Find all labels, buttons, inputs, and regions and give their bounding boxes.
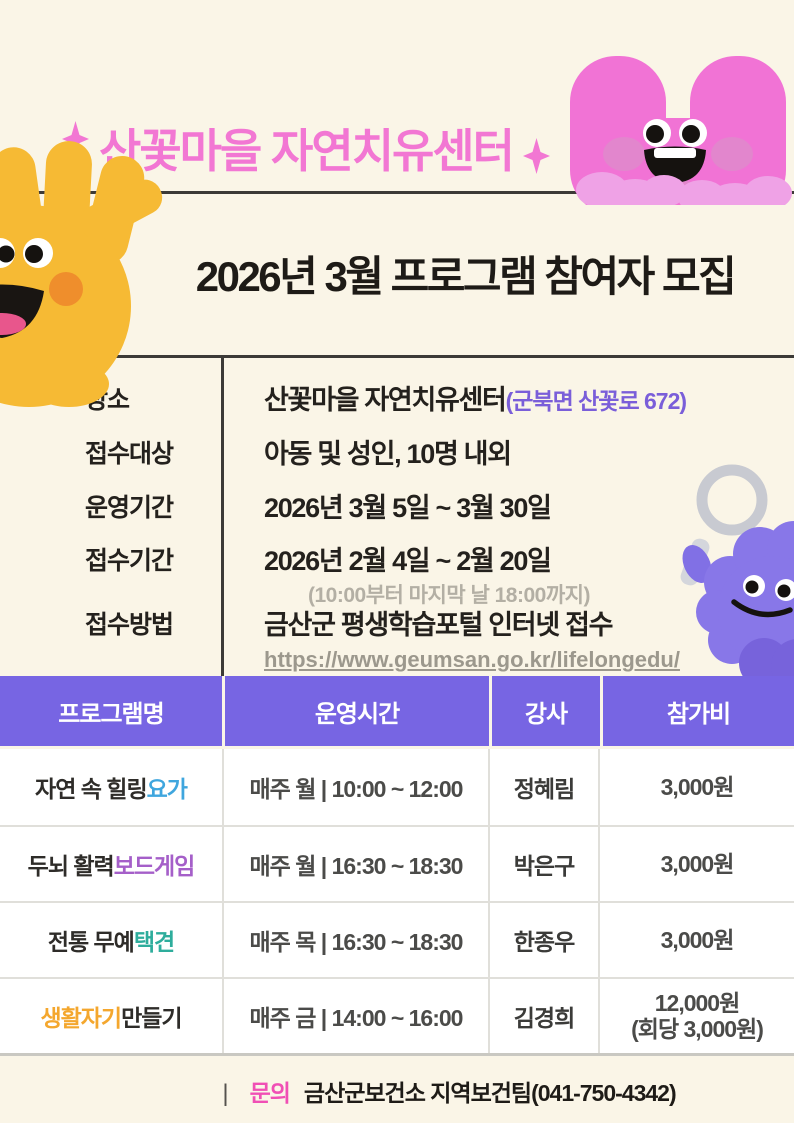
- program-highlight-word: 보드게임: [113, 853, 196, 879]
- registration-period-note: (10:00부터 마지막 날 18:00까지): [308, 584, 590, 607]
- registration-method-value: 금산군 평생학습포털 인터넷 접수: [264, 610, 613, 640]
- program-name-cell: 자연 속 힐링 요가: [0, 749, 224, 825]
- instructor-cell: 김경희: [490, 979, 600, 1053]
- table-header-fee: 참가비: [603, 676, 794, 746]
- registration-period-value: 2026년 2월 4일 ~ 2월 20일: [264, 546, 552, 576]
- sparkle-icon: [522, 138, 550, 174]
- program-name-cell: 전통 무예 택견: [0, 903, 224, 977]
- info-label-registration-method: 접수방법: [85, 611, 174, 639]
- instructor-cell: 박은구: [490, 827, 600, 901]
- info-label-operation-period: 운영기간: [85, 494, 174, 522]
- table-row-pottery: 생활자기 만들기 매주 금 | 14:00 ~ 16:00 김경희 12,000…: [0, 977, 794, 1053]
- program-highlight-word: 생활자기: [40, 1005, 122, 1031]
- program-name-cell: 두뇌 활력 보드게임: [0, 827, 224, 901]
- instructor-cell: 정혜림: [490, 749, 600, 825]
- time-cell: 매주 월 | 16:30 ~ 18:30: [224, 827, 490, 901]
- contact-divider-bar: |: [222, 1080, 228, 1107]
- table-body: 자연 속 힐링 요가 매주 월 | 10:00 ~ 12:00 정혜림 3,00…: [0, 749, 794, 1056]
- footer-contact: | 문의 금산군보건소 지역보건팀(041-750-4342): [0, 1074, 794, 1108]
- table-header-instructor: 강사: [492, 676, 600, 746]
- contact-label: 문의: [249, 1080, 291, 1106]
- main-title: 2026년 3월 프로그램 참여자 모집: [195, 253, 737, 300]
- fee-cell: 12,000원 (회당 3,000원): [631, 989, 764, 1042]
- center-title-row: 산꽃마을 자연치유센터: [34, 106, 578, 190]
- center-name-title: 산꽃마을 자연치유센터: [99, 125, 515, 177]
- fee-cell: 3,000원: [660, 926, 735, 953]
- program-table: 프로그램명 운영시간 강사 참가비 자연 속 힐링 요가 매주 월 | 10:0…: [0, 676, 794, 1056]
- program-highlight-word: 택견: [133, 929, 175, 955]
- pink-monster-character: [570, 56, 792, 205]
- sparkle-icon: [62, 121, 89, 157]
- target-value: 아동 및 성인, 10명 내외: [264, 439, 512, 469]
- time-cell: 매주 월 | 10:00 ~ 12:00: [224, 749, 490, 825]
- info-label-target: 접수대상: [85, 440, 174, 468]
- table-row-taekkyeon: 전통 무예 택견 매주 목 | 16:30 ~ 18:30 한종우 3,000원: [0, 901, 794, 977]
- table-header-time: 운영시간: [225, 676, 489, 746]
- fee-cell: 3,000원: [660, 850, 735, 877]
- top-divider-line: [0, 191, 794, 194]
- table-header-row: 프로그램명 운영시간 강사 참가비: [0, 676, 794, 746]
- time-cell: 매주 금 | 14:00 ~ 16:00: [224, 979, 490, 1053]
- fee-cell: 3,000원: [660, 773, 735, 800]
- program-highlight-word: 요가: [146, 776, 188, 802]
- program-name-cell: 생활자기 만들기: [0, 979, 224, 1053]
- location-address: (군북면 산꽃로 672): [505, 388, 687, 414]
- info-section: 장소 산꽃마을 자연치유센터(군북면 산꽃로 672) 접수대상 아동 및 성인…: [0, 358, 794, 676]
- info-label-registration-period: 접수기간: [85, 547, 174, 575]
- location-value: 산꽃마을 자연치유센터: [264, 385, 507, 415]
- operation-period-value: 2026년 3월 5일 ~ 3월 30일: [264, 493, 552, 523]
- middle-divider-line: [0, 355, 794, 358]
- table-row-yoga: 자연 속 힐링 요가 매주 월 | 10:00 ~ 12:00 정혜림 3,00…: [0, 749, 794, 825]
- registration-url-link[interactable]: https://www.geumsan.go.kr/lifelongedu/: [264, 647, 680, 672]
- table-header-program: 프로그램명: [0, 676, 222, 746]
- orange-waving-character: [0, 141, 163, 407]
- time-cell: 매주 목 | 16:30 ~ 18:30: [224, 903, 490, 977]
- contact-text: 금산군보건소 지역보건팀(041-750-4342): [303, 1080, 677, 1106]
- info-vertical-divider: [221, 358, 224, 676]
- instructor-cell: 한종우: [490, 903, 600, 977]
- purple-character-with-magnifier: [680, 464, 794, 678]
- table-row-boardgame: 두뇌 활력 보드게임 매주 월 | 16:30 ~ 18:30 박은구 3,00…: [0, 825, 794, 901]
